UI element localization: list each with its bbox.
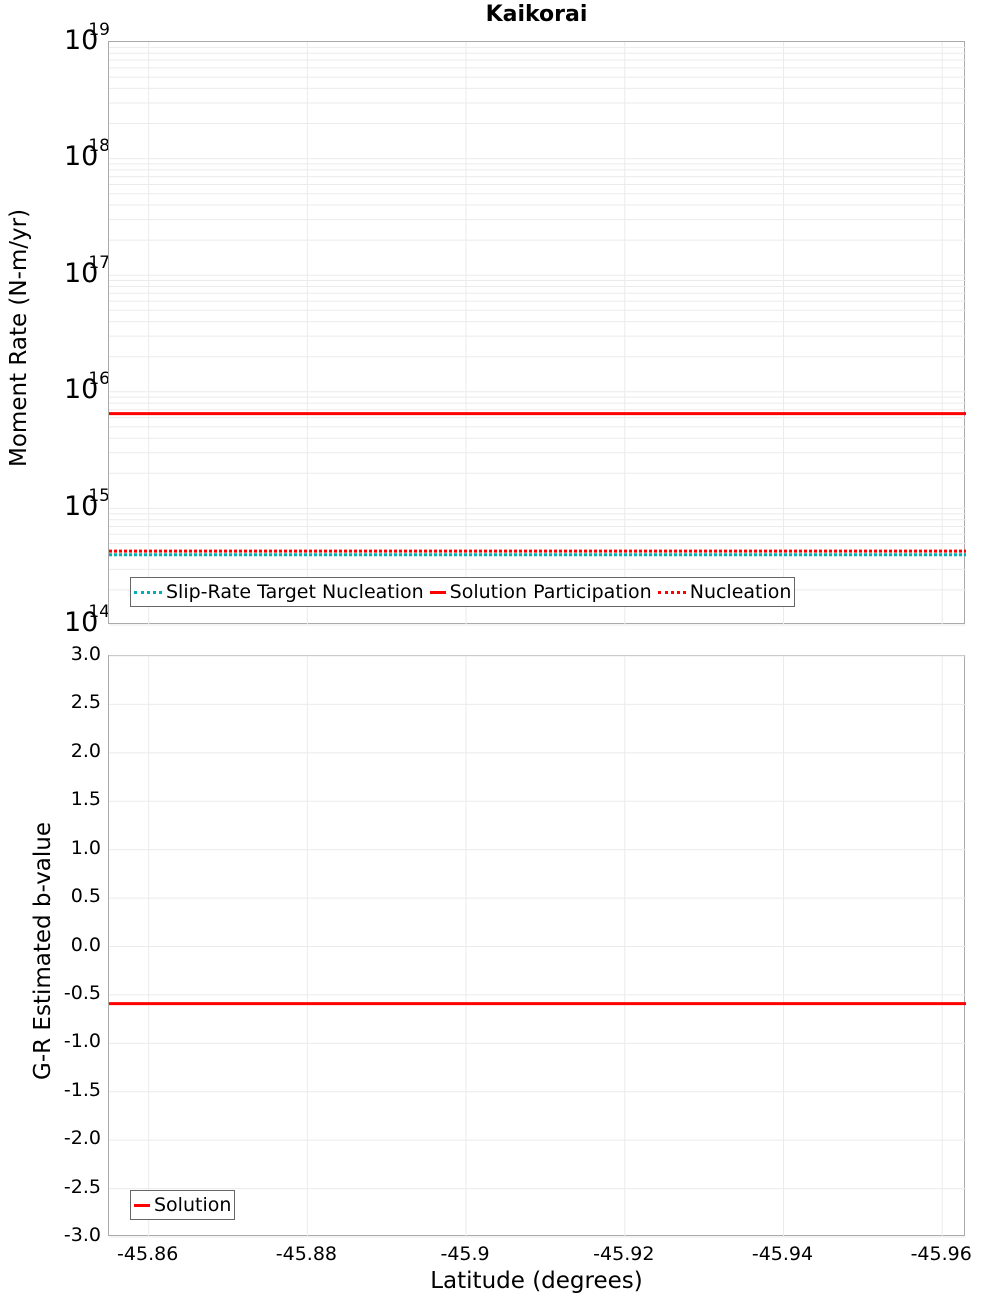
y-tick: -0.5 xyxy=(63,981,101,1004)
moment-rate-legend: Slip-Rate Target Nucleation Solution Par… xyxy=(130,577,796,607)
y-tick: 1016 xyxy=(64,369,110,405)
dotted-cyan-line-icon xyxy=(134,590,162,594)
b-value-plot-area: Solution xyxy=(108,655,966,1238)
y-tick: 0.5 xyxy=(70,885,101,908)
legend-item-slip-rate-target-nucleation: Slip-Rate Target Nucleation xyxy=(134,581,424,603)
y-tick: 3.0 xyxy=(70,643,101,665)
x-tick: -45.96 xyxy=(910,1243,972,1265)
y-tick: 1.5 xyxy=(70,788,101,811)
y-tick: 1.0 xyxy=(70,836,101,859)
x-tick: -45.88 xyxy=(275,1243,337,1265)
b-value-grid-and-series xyxy=(109,655,966,1238)
y-tick: 1015 xyxy=(64,486,110,522)
legend-item-solution-participation: Solution Participation xyxy=(429,581,652,603)
y-tick: -1.0 xyxy=(63,1030,101,1053)
x-tick: -45.86 xyxy=(117,1243,179,1265)
x-tick: -45.94 xyxy=(751,1243,814,1265)
legend-item-solution: Solution xyxy=(134,1194,231,1216)
y-tick: -3.0 xyxy=(63,1224,101,1246)
y-tick: 1017 xyxy=(64,253,110,289)
solid-red-line-icon xyxy=(429,590,446,594)
y-tick: -2.0 xyxy=(63,1127,101,1150)
y-tick: 0.0 xyxy=(70,933,101,956)
y-tick: -1.5 xyxy=(63,1078,101,1101)
moment-rate-grid-and-series xyxy=(109,42,966,626)
y-tick: 2.0 xyxy=(70,739,101,762)
moment-rate-plot-area: Slip-Rate Target Nucleation Solution Par… xyxy=(108,41,966,626)
x-tick: -45.92 xyxy=(593,1243,655,1265)
chart-title: Kaikorai xyxy=(485,2,588,27)
y-tick: -2.5 xyxy=(63,1175,101,1198)
y-tick: 1019 xyxy=(64,20,110,56)
x-axis-label: Latitude (degrees) xyxy=(430,1268,643,1294)
x-tick: -45.9 xyxy=(440,1243,490,1265)
solid-red-line-icon xyxy=(134,1203,150,1207)
y-tick: 2.5 xyxy=(70,691,101,714)
y-tick: 1018 xyxy=(64,136,110,172)
y-tick: 1014 xyxy=(64,602,110,638)
b-value-legend: Solution xyxy=(130,1190,236,1220)
top-y-axis-label: Moment Rate (N-m/yr) xyxy=(6,208,32,467)
legend-item-nucleation: Nucleation xyxy=(657,581,791,603)
dotted-red-line-icon xyxy=(657,590,686,594)
